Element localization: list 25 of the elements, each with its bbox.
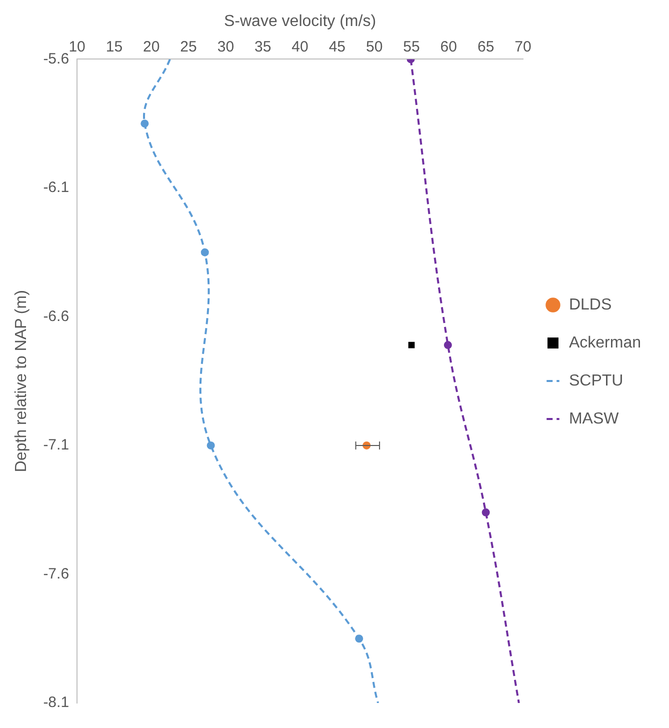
y-tick-label: -6.6 xyxy=(43,308,70,325)
x-tick-label: 65 xyxy=(477,38,494,56)
y-tick-label: -7.1 xyxy=(43,436,70,454)
y-tick-label: -5.6 xyxy=(43,50,70,68)
y-tick-label: -8.1 xyxy=(43,694,70,712)
y-axis-title: Depth relative to NAP (m) xyxy=(13,290,30,472)
x-tick-label: 10 xyxy=(68,38,86,56)
y-tick-label: -6.1 xyxy=(43,179,70,196)
x-tick-label: 30 xyxy=(217,38,234,56)
legend-label: DLDS xyxy=(568,296,612,314)
x-tick-label: 70 xyxy=(514,38,532,56)
x-tick-label: 45 xyxy=(328,38,346,56)
x-tick-label: 40 xyxy=(292,38,308,56)
x-tick-label: 15 xyxy=(106,38,123,56)
legend-label: SCPTU xyxy=(568,372,624,390)
x-tick-label: 20 xyxy=(143,38,160,56)
x-tick-label: 60 xyxy=(440,38,457,56)
x-tick-label: 35 xyxy=(254,38,272,56)
x-tick-label: 50 xyxy=(366,38,383,56)
x-axis-title: S-wave velocity (m/s) xyxy=(224,13,376,30)
legend-label: MASW xyxy=(568,410,620,428)
x-tick-label: 25 xyxy=(180,38,197,56)
y-tick-label: -7.6 xyxy=(43,565,70,582)
x-tick-label: 55 xyxy=(403,38,420,56)
legend-label: Ackerman xyxy=(568,334,642,352)
